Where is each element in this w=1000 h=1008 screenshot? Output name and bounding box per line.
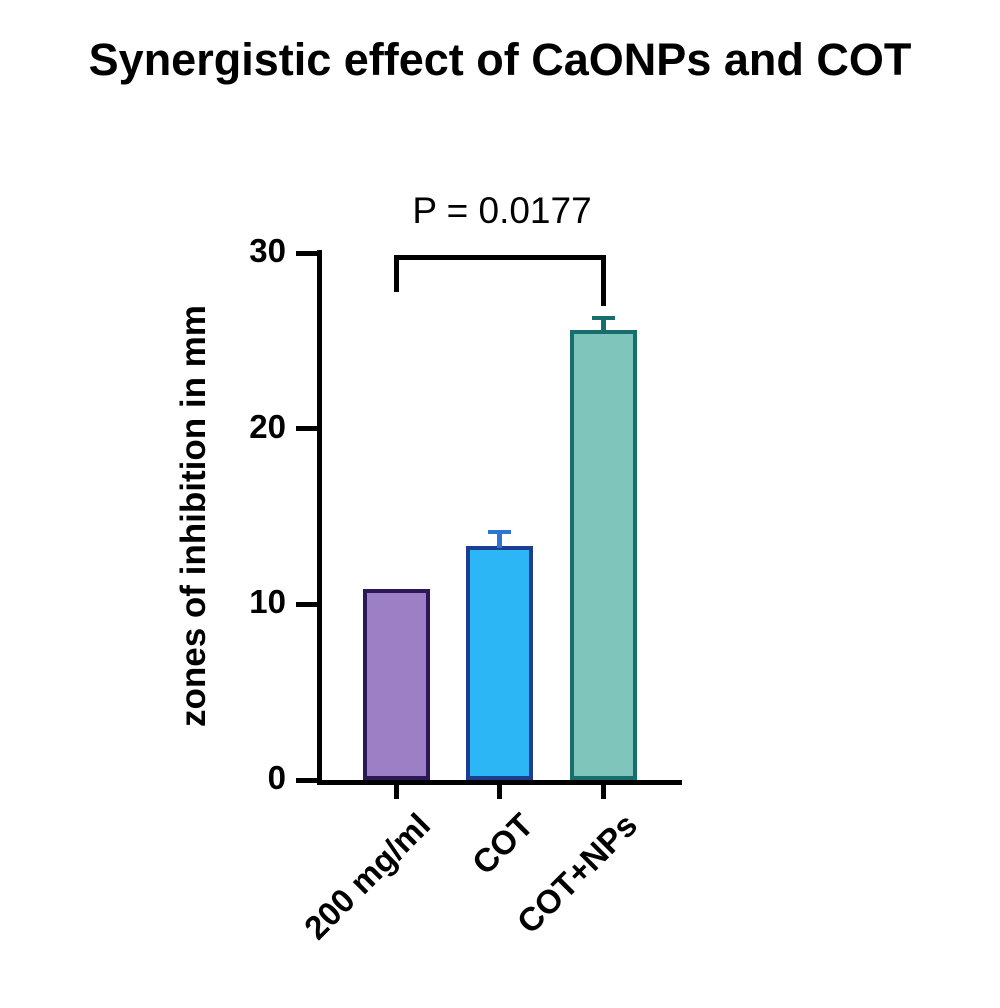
significance-bracket-right — [601, 255, 606, 306]
bar — [363, 588, 430, 780]
plot-area: 0 10 20 30 200 mg/ml COT COT+NPs — [249, 232, 682, 946]
x-tick — [394, 785, 399, 799]
error-bar-cap — [488, 529, 511, 535]
bar — [570, 330, 637, 780]
y-axis-label: zones of inhibition in mm — [174, 305, 213, 728]
x-tick — [497, 785, 502, 799]
significance-label: P = 0.0177 — [412, 190, 592, 231]
significance-bracket-top — [394, 255, 606, 260]
y-axis-line — [317, 250, 322, 785]
x-tick — [601, 785, 606, 799]
y-tick — [296, 426, 317, 432]
significance-bracket-left — [394, 255, 399, 292]
x-axis-line — [317, 780, 682, 785]
y-tick-label: 20 — [249, 407, 286, 445]
y-tick-label: 30 — [249, 232, 286, 269]
error-bar-line — [601, 318, 606, 333]
error-bar-line — [497, 532, 502, 549]
x-tick-label: COT — [464, 806, 540, 882]
y-tick — [296, 601, 317, 607]
y-tick — [296, 777, 317, 783]
x-tick-label: COT+NPs — [509, 806, 644, 941]
y-tick — [296, 250, 317, 256]
y-tick-label: 0 — [267, 759, 286, 796]
x-tick-label: 200 mg/ml — [296, 806, 437, 947]
bar — [466, 546, 533, 780]
error-bar-cap — [592, 315, 615, 320]
y-tick-label: 10 — [249, 583, 286, 621]
chart-title: Synergistic effect of CaONPs and COT — [88, 34, 912, 85]
